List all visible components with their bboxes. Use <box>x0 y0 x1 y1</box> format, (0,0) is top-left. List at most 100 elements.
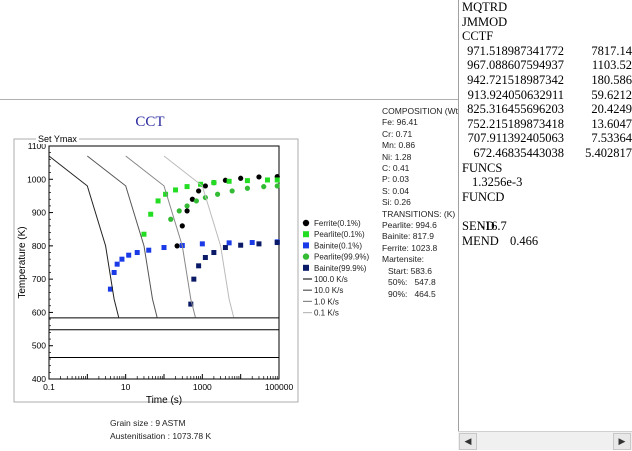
x-tick-label: 0.1 <box>43 382 55 392</box>
data-point <box>226 240 232 246</box>
data-point <box>214 191 221 197</box>
funcd-value-b: 0.466 <box>510 233 539 248</box>
text-line: MEND <box>462 233 499 248</box>
data-point <box>188 301 194 307</box>
data-point <box>274 183 280 189</box>
data-point <box>174 243 180 249</box>
composition-heading: COMPOSITION (Wt%) <box>382 106 469 116</box>
data-point <box>264 177 270 183</box>
legend-label: 100.0 K/s <box>314 275 348 284</box>
data-point <box>148 211 154 217</box>
cctf-row: 971.518987341772 7817.14 <box>462 44 632 59</box>
plot-area <box>48 145 280 380</box>
legend-marker <box>303 264 309 271</box>
data-point <box>274 240 280 246</box>
cctf-temperature: 672.46835443038 <box>473 145 564 160</box>
data-point <box>238 175 244 181</box>
martensite-item: 90%: 464.5 <box>388 288 436 299</box>
chart-frame <box>13 138 299 403</box>
text-panel[interactable]: MQTRD JMMOD CCTF 971.518987341772 7817.14… <box>458 0 632 450</box>
transition-item: Ferrite: 1023.8 <box>382 242 438 253</box>
text-content[interactable]: MQTRD JMMOD CCTF 971.518987341772 7817.14… <box>462 0 632 425</box>
funcd-value-a: -16.7 <box>480 218 507 233</box>
text-line: JMMOD <box>462 14 508 29</box>
martensite-item: 50%: 547.8 <box>388 277 436 288</box>
text-line: FUNCD <box>462 189 505 204</box>
grain-size-label: Grain size : 9 ASTM <box>110 418 186 428</box>
cctf-time: 59.6212 <box>591 87 632 102</box>
cctf-temperature: 913.924050632911 <box>467 87 564 102</box>
composition-item: Cr: 0.71 <box>382 128 413 139</box>
data-point <box>196 188 202 194</box>
data-point <box>107 286 113 292</box>
composition-item: Ni: 1.28 <box>382 151 412 162</box>
data-point <box>202 183 208 189</box>
cooling-curve <box>86 155 158 318</box>
cctf-row: 967.088607594937 1103.52 <box>462 58 632 73</box>
cctf-row: 825.316455696203 20.4249 <box>462 102 632 117</box>
chart-title: CCT <box>135 114 165 130</box>
funcs-value: 1.3256e-3 <box>472 175 523 190</box>
legend-label: Bainite(99.9%) <box>314 264 367 273</box>
data-point <box>211 180 217 186</box>
funcd-values: -16.7 0.466 <box>462 204 632 248</box>
cctf-time: 180.586 <box>591 72 632 87</box>
horizontal-scrollbar[interactable]: ◀ ▶ <box>458 431 632 450</box>
martensite-heading: Martensite: <box>382 254 425 265</box>
scroll-right-button[interactable]: ▶ <box>613 433 631 450</box>
legend-label: 10.0 K/s <box>314 286 343 295</box>
data-point <box>141 231 147 237</box>
y-tick-label: 500 <box>32 341 46 351</box>
scroll-left-button[interactable]: ◀ <box>459 433 477 450</box>
data-point <box>244 185 251 191</box>
x-tick-label: 100000 <box>265 382 294 392</box>
cctf-time: 7.53364 <box>591 131 632 146</box>
data-point <box>196 263 202 269</box>
data-point <box>173 187 179 193</box>
x-tick-label: 1000 <box>193 382 212 392</box>
data-point <box>126 252 132 258</box>
data-point <box>114 261 120 267</box>
composition-item: C: 0.41 <box>382 163 410 174</box>
data-point <box>184 203 190 209</box>
data-point <box>256 174 262 180</box>
data-point <box>229 188 235 194</box>
data-point <box>249 240 255 246</box>
legend-label: Pearlite(99.9%) <box>314 253 369 262</box>
set-ymax-label[interactable]: Set Ymax <box>36 134 79 144</box>
data-point <box>184 184 190 190</box>
cooling-curve <box>125 155 196 318</box>
data-point <box>184 208 190 214</box>
cctf-row: 913.924050632911 59.6212 <box>462 88 632 103</box>
data-point <box>176 208 182 214</box>
legend-marker <box>303 231 309 238</box>
legend-marker <box>303 242 309 249</box>
y-tick-label: 400 <box>32 374 46 384</box>
data-point <box>261 184 267 190</box>
legend-marker <box>302 219 310 227</box>
cctf-time: 5.402817 <box>585 145 632 160</box>
transition-item: Bainite: 817.9 <box>382 231 434 242</box>
composition-item: S: 0.04 <box>382 185 409 196</box>
legend-label: Pearlite(0.1%) <box>314 230 365 239</box>
data-point <box>134 250 140 256</box>
data-point <box>163 191 169 197</box>
data-point <box>168 216 174 222</box>
legend-label: Bainite(0.1%) <box>314 241 362 250</box>
text-line: CCTF <box>462 29 494 44</box>
data-point <box>191 276 197 282</box>
composition-item: Mn: 0.86 <box>382 140 416 151</box>
data-point <box>256 241 262 247</box>
transition-item: Pearlite: 994.6 <box>382 220 437 231</box>
data-point <box>211 250 217 256</box>
cctf-row: 942.721518987342 180.586 <box>462 73 632 88</box>
data-point <box>161 245 167 251</box>
text-line: SEND <box>462 218 495 233</box>
cctf-temperature: 971.518987341772 <box>467 43 564 58</box>
data-point <box>199 241 205 247</box>
y-tick-label: 700 <box>32 274 46 284</box>
cctf-temperature: 825.316455696203 <box>467 102 564 117</box>
text-line: MQTRD <box>462 0 508 14</box>
cooling-curve <box>163 155 235 318</box>
data-point <box>193 198 199 204</box>
